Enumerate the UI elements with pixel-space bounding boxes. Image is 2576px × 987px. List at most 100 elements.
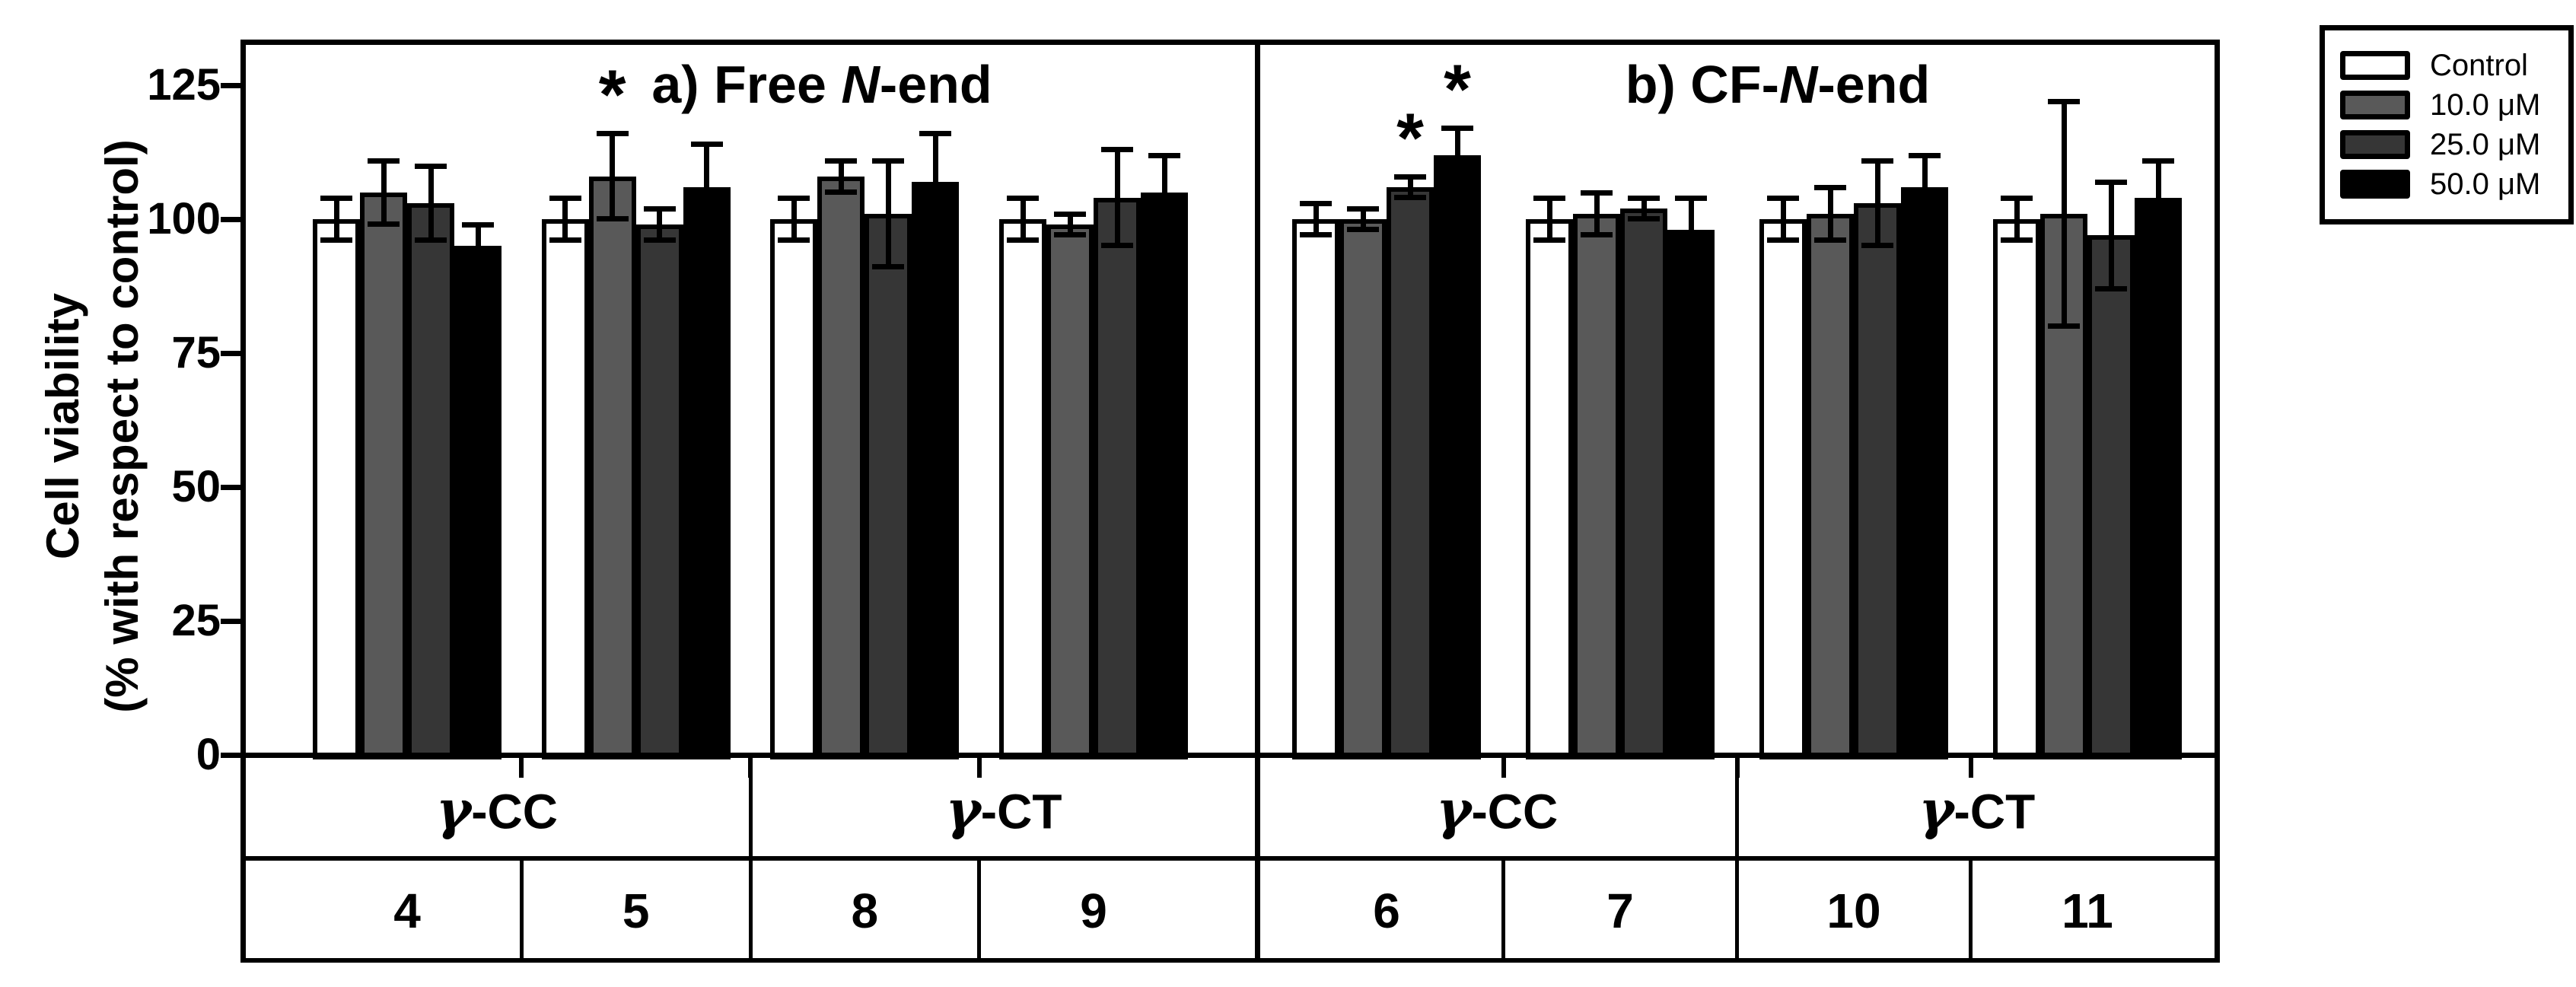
error-cap-bottom-group4-s0 — [320, 237, 352, 244]
error-cap-top-group5-s0 — [549, 195, 581, 201]
gamma-symbol: γ — [945, 778, 981, 842]
error-bar-group5-s0 — [562, 197, 568, 241]
error-cap-top-group8-s3 — [919, 131, 952, 137]
error-bar-group4-s3 — [475, 224, 481, 268]
error-cap-bottom-group6-s0 — [1300, 232, 1332, 238]
error-cap-bottom-group11-s0 — [2001, 237, 2033, 244]
error-bar-group7-s2 — [1641, 197, 1647, 219]
error-cap-top-group8-s2 — [872, 158, 905, 164]
legend-item-3: 50.0 μM — [2340, 164, 2568, 204]
error-cap-top-group6-s1 — [1347, 205, 1379, 212]
error-cap-bottom-group8-s3 — [919, 227, 952, 233]
error-bar-group11-s3 — [2155, 160, 2161, 236]
group-cell-label-6: 6 — [1373, 884, 1400, 938]
bar-group10-control — [1759, 219, 1807, 759]
error-cap-bottom-group10-s2 — [1861, 243, 1893, 249]
y-tick-0 — [221, 753, 240, 758]
gamma-symbol: γ — [436, 778, 472, 842]
error-cap-top-group4-s0 — [320, 195, 352, 201]
x-axis-tick — [976, 758, 982, 778]
family-label-text: -CT — [980, 784, 1062, 839]
y-tick-75 — [221, 351, 240, 356]
error-cap-top-group7-s1 — [1581, 189, 1613, 196]
table-row2-separator — [1969, 858, 1973, 960]
group-cell-label-10: 10 — [1826, 884, 1881, 938]
bar-group4-500uM — [454, 246, 502, 759]
family-cell-label-1: γ-CT — [946, 778, 1062, 842]
plot-frame-right — [2215, 40, 2220, 963]
panel-title-part: N — [841, 55, 880, 114]
y-tick-100 — [221, 217, 240, 222]
bar-group4-100uM — [360, 192, 407, 759]
table-row2-separator — [1735, 858, 1739, 960]
error-bar-group8-s1 — [838, 160, 844, 193]
error-cap-top-group11-s2 — [2095, 179, 2127, 185]
error-cap-bottom-group10-s1 — [1814, 237, 1846, 244]
error-bar-group4-s2 — [428, 165, 434, 241]
bar-group8-500uM — [912, 181, 960, 759]
bar-group6-control — [1292, 219, 1339, 759]
error-cap-top-group10-s0 — [1767, 195, 1799, 201]
significance-asterisk-group5-s1: * — [598, 56, 626, 135]
y-axis-label-line2: (% with respect to control) — [97, 139, 148, 713]
legend-swatch-icon — [2340, 170, 2410, 199]
table-row-divider — [240, 856, 2220, 861]
legend-swatch-icon — [2340, 130, 2410, 159]
error-cap-top-group6-s3 — [1441, 126, 1473, 132]
panel-title-part: N — [1778, 55, 1818, 114]
group-cell-label-4: 4 — [393, 884, 421, 938]
bar-group5-250uM — [635, 224, 683, 759]
panel-title-a: a) Free N-end — [651, 54, 992, 115]
error-bar-group6-s1 — [1360, 208, 1366, 231]
error-cap-top-group9-s3 — [1148, 152, 1180, 158]
error-cap-bottom-group10-s0 — [1767, 237, 1799, 244]
bar-group4-control — [313, 219, 360, 759]
legend-label: 10.0 μM — [2430, 88, 2541, 122]
error-cap-bottom-group4-s3 — [462, 264, 494, 270]
family-label-text: -CT — [1953, 784, 2036, 839]
x-axis-tick — [1501, 758, 1506, 778]
bar-group8-250uM — [865, 213, 912, 759]
error-cap-top-group11-s1 — [2048, 99, 2080, 105]
error-cap-bottom-group9-s1 — [1054, 232, 1086, 238]
error-cap-top-group4-s1 — [368, 158, 400, 164]
legend: Control 10.0 μM 25.0 μM 50.0 μM — [2320, 25, 2574, 224]
bar-group10-500uM — [1901, 186, 1948, 759]
error-cap-bottom-group11-s3 — [2142, 232, 2174, 238]
bar-group6-500uM — [1434, 154, 1481, 759]
error-bar-group5-s1 — [610, 133, 616, 219]
error-cap-bottom-group5-s0 — [549, 237, 581, 244]
error-cap-top-group7-s3 — [1675, 195, 1707, 201]
error-bar-group9-s3 — [1161, 154, 1167, 231]
panel-title-part: b) CF- — [1625, 55, 1779, 114]
error-bar-group5-s3 — [704, 144, 710, 231]
family-cell-label-0: γ-CC — [436, 778, 558, 842]
error-cap-bottom-group9-s3 — [1148, 227, 1180, 233]
legend-item-1: 10.0 μM — [2340, 85, 2568, 125]
error-cap-top-group6-s0 — [1300, 200, 1332, 206]
gamma-symbol: γ — [1918, 778, 1954, 842]
error-bar-group4-s1 — [381, 160, 387, 225]
legend-item-2: 25.0 μM — [2340, 125, 2568, 164]
gamma-symbol: γ — [1436, 778, 1472, 842]
bar-group7-250uM — [1620, 208, 1667, 759]
error-bar-group10-s1 — [1827, 186, 1833, 241]
x-axis-tick — [1968, 758, 1973, 778]
bar-group11-250uM — [2087, 235, 2135, 759]
panel-title-part: -end — [879, 55, 992, 114]
error-cap-top-group4-s3 — [462, 222, 494, 228]
legend-swatch-icon — [2340, 91, 2410, 119]
bar-group5-100uM — [588, 176, 636, 759]
error-cap-top-group8-s1 — [825, 158, 858, 164]
y-tick-label-0: 0 — [196, 730, 221, 779]
legend-label: 50.0 μM — [2430, 167, 2541, 201]
panel-title-part: -end — [1817, 55, 1931, 114]
error-cap-bottom-group7-s2 — [1628, 216, 1660, 221]
bar-group5-control — [541, 219, 589, 759]
bar-group5-500uM — [683, 186, 731, 759]
error-cap-bottom-group5-s3 — [690, 227, 723, 233]
bar-group9-500uM — [1141, 192, 1188, 759]
error-bar-group6-s0 — [1313, 202, 1319, 236]
bar-group9-control — [999, 219, 1046, 759]
